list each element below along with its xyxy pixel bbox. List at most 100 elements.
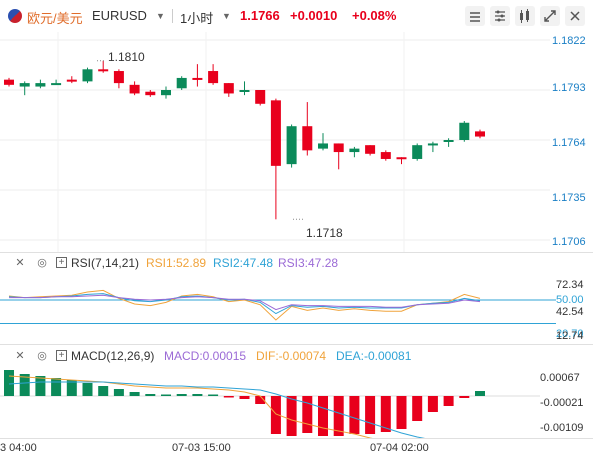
price-tick: 1.1822: [552, 35, 586, 47]
low-price-label: 1.1718: [306, 226, 343, 240]
expand-icon[interactable]: +: [56, 350, 67, 361]
candle-body: [396, 157, 407, 160]
macd-histogram-bar: [113, 389, 124, 396]
candle-body: [239, 90, 250, 92]
macd-histogram-bar: [333, 396, 344, 436]
collapse-icon[interactable]: ✕: [15, 350, 25, 362]
macd-histogram-bar: [223, 396, 234, 398]
chevron-down-icon[interactable]: ▼: [222, 11, 231, 21]
settings-icon[interactable]: [490, 6, 510, 26]
close-icon[interactable]: [565, 6, 585, 26]
rsi-tick: 50.00: [556, 294, 584, 306]
macd-histogram-bar: [161, 394, 171, 396]
rsi-title: RSI(7,14,21): [71, 256, 140, 270]
timeframe-selector[interactable]: 1小时: [180, 11, 214, 26]
candle-body: [302, 126, 313, 151]
expand-icon[interactable]: +: [56, 257, 67, 268]
macd-histogram-bar: [4, 370, 14, 396]
dif-value: DIF:-0.00074: [256, 349, 327, 363]
dea-value: DEA:-0.00081: [336, 349, 412, 363]
macd-histogram-bar: [365, 396, 376, 434]
candlestick-chart[interactable]: [0, 32, 593, 252]
time-axis: 3 04:00 07-03 15:00 07-04 02:00: [0, 440, 593, 459]
macd-histogram-bar: [82, 383, 93, 396]
rsi-tick: 12.74: [556, 330, 584, 342]
macd-histogram-bar: [239, 396, 250, 399]
candle-body: [66, 79, 77, 82]
candle-body: [4, 79, 14, 85]
candle-body: [318, 143, 328, 149]
dif-line: [8, 375, 373, 438]
candle-body: [412, 145, 423, 159]
macd-histogram-bar: [66, 380, 77, 396]
macd-tick: 0.00067: [540, 372, 580, 384]
collapse-icon[interactable]: [465, 6, 485, 26]
price-tick: 1.1764: [552, 137, 586, 149]
macd-chart[interactable]: [0, 364, 593, 438]
chart-header: 欧元/美元 EURUSD ▼ 1小时 ▼ 1.1766 +0.0010 +0.0…: [0, 0, 593, 32]
macd-axis: 0.00067 -0.00021 -0.00109: [540, 364, 593, 438]
flag-icon: [8, 9, 22, 23]
current-price: 1.1766: [240, 8, 280, 23]
candle-body: [365, 145, 376, 154]
divider: [172, 9, 173, 23]
candle-body: [113, 71, 124, 84]
candle-body: [208, 71, 219, 84]
macd-histogram-bar: [318, 396, 328, 436]
candle-body: [475, 131, 485, 137]
macd-histogram-bar: [302, 396, 313, 433]
candle-body: [349, 148, 360, 153]
rsi-tick: 42.54: [556, 306, 584, 318]
candle-body: [161, 90, 171, 96]
macd-tick: -0.00021: [540, 397, 584, 409]
candle-body: [192, 77, 203, 80]
bar-chart-icon[interactable]: [515, 6, 535, 26]
candle-body: [459, 122, 470, 140]
macd-histogram-bar: [270, 396, 281, 434]
candle-body: [129, 84, 140, 94]
macd-histogram-bar: [192, 394, 203, 396]
rsi-legend: ✕ ◎ + RSI(7,14,21) RSI1:52.89 RSI2:47.48…: [0, 256, 593, 272]
candle-body: [51, 83, 62, 86]
candle-body: [255, 90, 266, 104]
panel-divider: [0, 438, 593, 439]
candle-body: [19, 83, 30, 87]
macd-histogram-bar: [475, 391, 485, 396]
price-change-percent: +0.08%: [352, 8, 397, 23]
macd-histogram-bar: [349, 396, 360, 434]
collapse-icon[interactable]: ✕: [15, 257, 25, 269]
macd-value: MACD:0.00015: [164, 349, 247, 363]
dea-line: [8, 381, 426, 438]
rsi-chart[interactable]: [0, 272, 593, 344]
fullscreen-icon[interactable]: [540, 6, 560, 26]
chevron-down-icon[interactable]: ▼: [156, 11, 165, 21]
panel-divider: [0, 252, 593, 253]
rsi3-value: RSI3:47.28: [278, 256, 339, 270]
macd-histogram-bar: [19, 374, 30, 396]
candle-body: [286, 126, 297, 165]
macd-histogram-bar: [145, 394, 156, 396]
candle-body: [380, 152, 391, 159]
candle-body: [270, 100, 281, 166]
symbol-selector[interactable]: EURUSD: [92, 8, 147, 23]
macd-histogram-bar: [176, 394, 187, 396]
macd-histogram-bar: [443, 396, 454, 406]
pair-name: 欧元/美元: [27, 11, 83, 26]
macd-title: MACD(12,26,9): [71, 349, 155, 363]
macd-histogram-bar: [459, 396, 470, 398]
candle-body: [82, 69, 93, 82]
candle-body: [443, 140, 454, 142]
macd-histogram-bar: [98, 386, 109, 396]
macd-legend: ✕ ◎ + MACD(12,26,9) MACD:0.00015 DIF:-0.…: [0, 349, 593, 365]
rsi-axis: 72.34 50.00 42.54 20.70 12.74: [556, 272, 593, 344]
macd-histogram-bar: [412, 396, 423, 421]
high-price-label: 1.1810: [108, 50, 145, 64]
price-tick: 1.1793: [552, 82, 586, 94]
macd-tick: -0.00109: [540, 422, 584, 434]
price-tick: 1.1735: [552, 192, 586, 204]
macd-histogram-bar: [129, 392, 140, 396]
eye-icon[interactable]: ◎: [37, 257, 47, 269]
eye-icon[interactable]: ◎: [37, 350, 47, 362]
rsi1-value: RSI1:52.89: [146, 256, 207, 270]
candle-body: [333, 143, 344, 153]
